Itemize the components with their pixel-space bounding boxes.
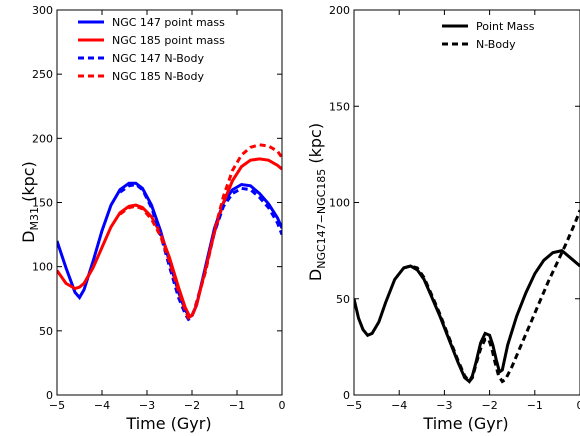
series-line-ngc-185-n-body [119, 143, 282, 320]
panel-distance-m31: −5 −4 −3 −2 −1 0 0 50 100 150 200 250 300 Time (Gyr)… [19, 4, 286, 433]
x-tick-label: −2 [184, 399, 200, 412]
y-tick-label: 150 [32, 197, 53, 210]
series-line-point-mass [354, 248, 580, 384]
y-tick-label: 150 [329, 100, 350, 113]
y-tick-label: 100 [329, 197, 350, 210]
y-tick-label: 50 [39, 325, 53, 338]
y-tick-label: 50 [336, 293, 350, 306]
x-tick-label: −5 [49, 399, 65, 412]
legend-label-ngc-147-point-mass: NGC 147 point mass [112, 16, 225, 29]
y-tick-label: 250 [32, 68, 53, 81]
x-tick-label: −4 [94, 399, 110, 412]
legend-label-ngc-185-point-mass: NGC 185 point mass [112, 34, 225, 47]
x-tick-label: −3 [139, 399, 155, 412]
legend: Point Mass N-Body [442, 20, 535, 51]
y-tick-label: 0 [343, 389, 350, 402]
legend-label-n-body: N-Body [476, 38, 516, 51]
y-axis-title: DNGC147−NGC185 (kpc) [306, 123, 328, 281]
legend-label-ngc-185-n-body: NGC 185 N-Body [112, 70, 204, 83]
legend-label-point-mass: Point Mass [476, 20, 535, 33]
series-line-ngc-185-point-mass [57, 157, 282, 319]
y-tick-label: 100 [32, 261, 53, 274]
x-tick-label: −5 [346, 399, 362, 412]
plot-frame [353, 9, 580, 396]
x-tick-label: −3 [436, 399, 452, 412]
y-axis-title: DM31 (kpc) [19, 161, 41, 243]
series-line-ngc-147-point-mass [57, 181, 282, 319]
y-tick-label: 0 [46, 389, 53, 402]
y-tick-label: 200 [32, 132, 53, 145]
x-tick-label: −1 [527, 399, 543, 412]
x-axis-title: Time (Gyr) [422, 414, 508, 433]
y-tick-label: 300 [32, 4, 53, 17]
legend: NGC 147 point mass NGC 185 point mass NGC … [78, 16, 225, 83]
x-axis-title: Time (Gyr) [125, 414, 211, 433]
axis-ticks: −5 −4 −3 −2 −1 0 0 50 100 150 200 [329, 4, 580, 412]
x-tick-label: −2 [481, 399, 497, 412]
y-tick-label: 200 [329, 4, 350, 17]
plot-frame [56, 9, 283, 396]
x-tick-label: −1 [229, 399, 245, 412]
x-tick-label: 0 [279, 399, 286, 412]
axis-ticks: −5 −4 −3 −2 −1 0 0 50 100 150 200 250 300 [32, 4, 286, 412]
legend-label-ngc-147-n-body: NGC 147 N-Body [112, 52, 204, 65]
panel-distance-ngc147-ngc185: −5 −4 −3 −2 −1 0 0 50 100 150 200 Time (Gyr) DNGC1… [306, 4, 580, 433]
x-tick-label: 0 [577, 399, 580, 412]
x-tick-label: −4 [391, 399, 407, 412]
plot-lines [57, 143, 282, 322]
plot-lines [354, 209, 580, 384]
series-line-ngc-147-n-body [119, 182, 282, 322]
